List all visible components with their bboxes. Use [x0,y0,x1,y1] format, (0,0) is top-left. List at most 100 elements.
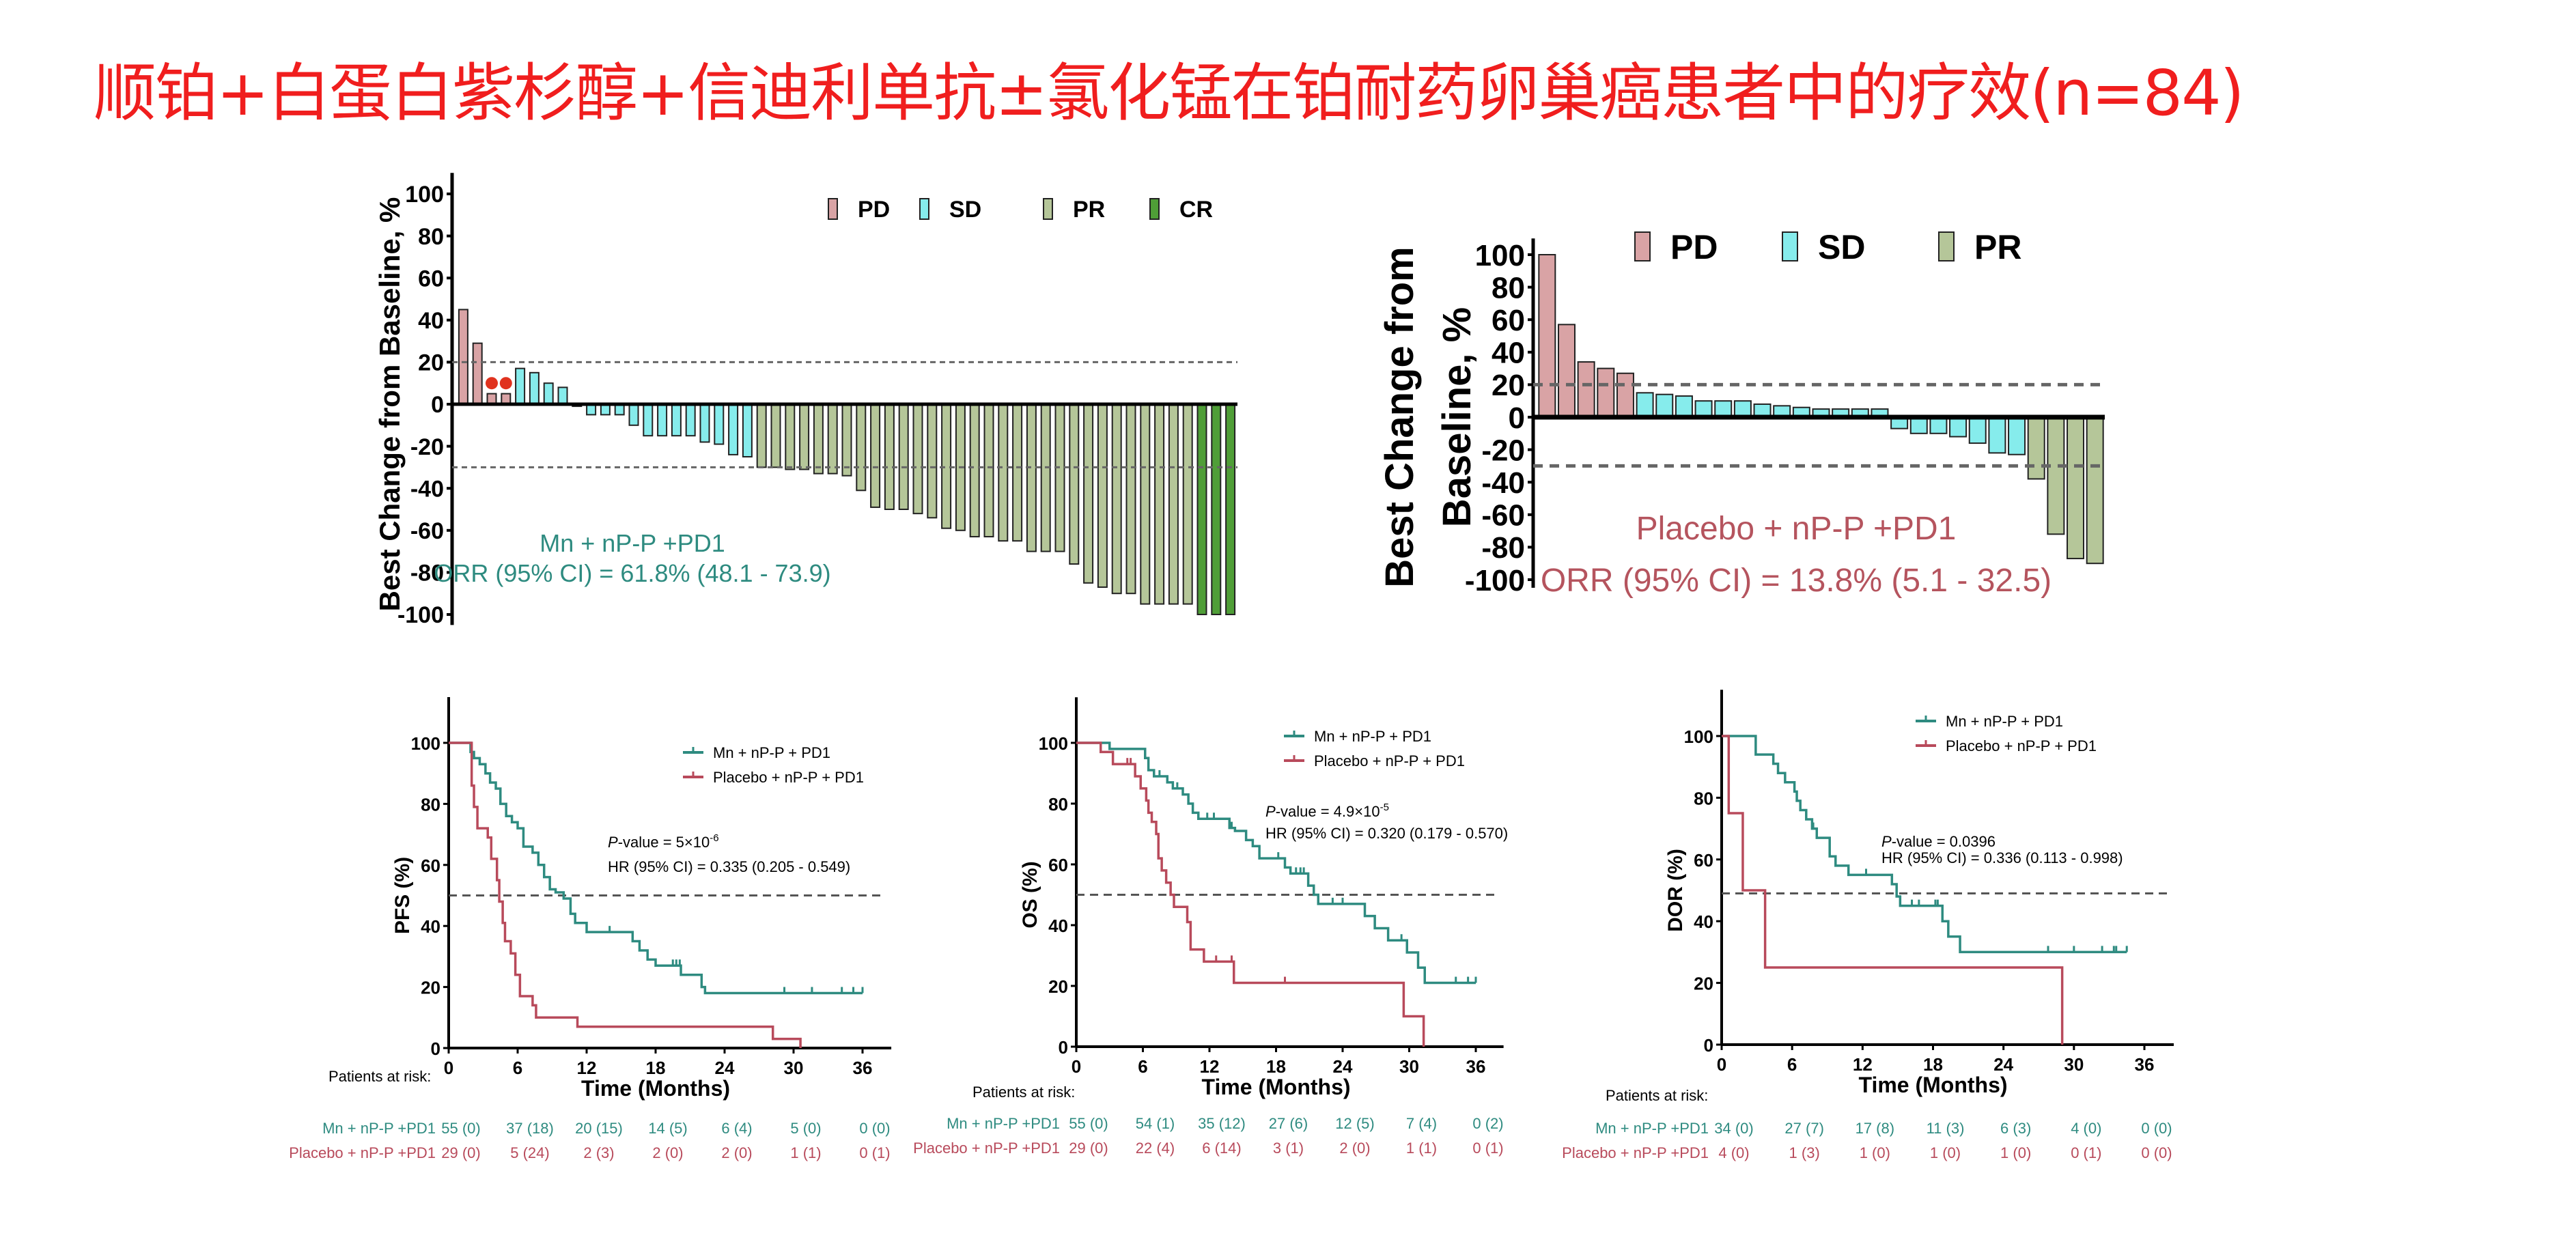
annotation-text: ORR (95% CI) = 61.8% (48.1 - 73.9) [434,559,830,587]
p-value: -value = 4.9×10 [1276,803,1380,820]
y-tick-label: 0 [1059,1037,1068,1058]
p-exponent: -5 [1380,802,1389,813]
y-tick-label: 40 [421,916,440,937]
risk-row-label: Placebo + nP-P +PD1 [289,1144,436,1161]
y-tick-label: 80 [421,794,440,815]
km-chart-pfs: 0 20 40 60 80 100 0 6 12 18 24 30 36 Time (Months) PFS… [289,696,892,1161]
risk-cell: 1 (3) [1789,1144,1820,1161]
red-dot-marker [499,377,512,390]
risk-cell: 0 (1) [1472,1140,1503,1157]
p-italic: P [1265,803,1276,820]
bar-pr [1168,404,1179,605]
x-tick-label: 6 [1787,1054,1797,1075]
risk-cell: 0 (1) [2071,1144,2101,1161]
x-tick-label: 30 [784,1058,804,1078]
x-tick-label: 0 [444,1058,453,1078]
bar-sd [1636,392,1654,418]
bar-sd [1655,393,1674,418]
legend-label: Placebo + nP-P + PD1 [713,769,864,786]
y-tick-label: 0 [1704,1035,1713,1056]
bar-sd [742,404,753,457]
y-tick-label: 80 [1694,788,1713,808]
y-tick-label: 20 [1492,369,1525,402]
y-tick-label: -100 [397,602,444,628]
x-tick-label: 6 [513,1058,522,1078]
y-tick-label: 0 [1509,401,1525,435]
bar-sd [1675,395,1693,418]
bar-pr [770,404,781,468]
km-chart-dor: 0 20 40 60 80 100 0 6 12 18 24 30 36 Time (Months) DOR… [1562,690,2174,1161]
risk-cell: 4 (0) [1718,1144,1749,1161]
y-tick-label: 80 [1048,794,1068,815]
legend-swatch-cr [1149,198,1160,220]
legend-swatch-pr [1043,198,1053,220]
y-tick-label: 100 [1684,726,1713,747]
x-tick-label: 12 [1853,1054,1873,1075]
bar-pr [969,404,980,538]
y-axis-label: Baseline, % [1435,307,1479,527]
survival-curve-mn [449,741,863,995]
risk-cell: 5 (0) [790,1120,821,1137]
bar-sd [543,382,554,406]
y-tick-label: 100 [405,182,444,208]
risk-cell: 54 (1) [1136,1115,1175,1132]
y-tick-label: 40 [1492,337,1525,370]
hazard-ratio-text: HR (95% CI) = 0.320 (0.179 - 0.570) [1265,825,1508,842]
risk-cell: 14 (5) [648,1120,687,1137]
bar-pr [1083,404,1094,584]
y-tick-label: -20 [410,434,444,460]
risk-cell: 2 (0) [652,1144,683,1161]
bar-sd [657,404,668,437]
risk-cell: 6 (14) [1202,1140,1241,1157]
bar-pd [458,309,468,405]
y-tick-label: -100 [1465,564,1525,597]
risk-cell: 0 (1) [859,1144,890,1161]
risk-cell: 12 (5) [1335,1115,1374,1132]
bar-pr [841,404,852,477]
legend-swatch-sd [919,198,929,220]
legend-label: Mn + nP-P + PD1 [713,744,830,761]
legend-label: Placebo + nP-P + PD1 [1314,752,1465,769]
legend-swatch-sd [1782,231,1798,261]
y-tick-label: 100 [1039,733,1068,754]
survival-curve-mn [1076,741,1476,985]
x-tick-label: 0 [1717,1054,1726,1075]
bar-pr [827,404,838,475]
x-tick-label: 24 [1993,1054,2013,1075]
risk-cell: 0 (0) [859,1120,890,1137]
risk-cell: 5 (24) [510,1144,549,1161]
risk-cell: 11 (3) [1927,1120,1965,1137]
p-exponent: -6 [710,832,718,844]
legend-label: PR [1073,197,1105,223]
x-axis-label: Time (Months) [581,1076,730,1101]
bar-pr [1140,404,1151,605]
x-tick-label: 36 [2135,1054,2155,1075]
risk-cell: 0 (0) [2141,1144,2172,1161]
risk-row-label: Placebo + nP-P +PD1 [913,1140,1060,1157]
y-tick-label: 40 [418,308,444,334]
y-tick-label: -60 [1481,499,1525,533]
y-axis-label: Best Change from [1377,246,1422,588]
risk-cell: 1 (0) [2000,1144,2031,1161]
bar-pr [870,404,881,508]
bar-cr [1225,404,1236,615]
survival-curve-placebo [1722,735,2064,1045]
p-italic: P [608,834,618,851]
x-tick-label: 30 [1399,1056,1419,1077]
bar-pr [1026,404,1037,552]
bar-cr [1211,404,1222,615]
bar-pd [1557,324,1576,418]
p-value-text: P-value = 0.0396 [1881,833,1996,850]
bar-pr [1125,404,1136,595]
risk-cell: 1 (0) [1930,1144,1961,1161]
bar-pr [884,404,895,510]
x-tick-label: 0 [1072,1056,1081,1077]
risk-cell: 4 (0) [2071,1120,2101,1137]
bar-sd [671,404,682,437]
risk-row-label: Mn + nP-P +PD1 [322,1120,436,1137]
x-tick-label: 18 [646,1058,666,1078]
bar-pr [2047,416,2065,535]
y-axis-label: DOR (%) [1664,849,1687,932]
